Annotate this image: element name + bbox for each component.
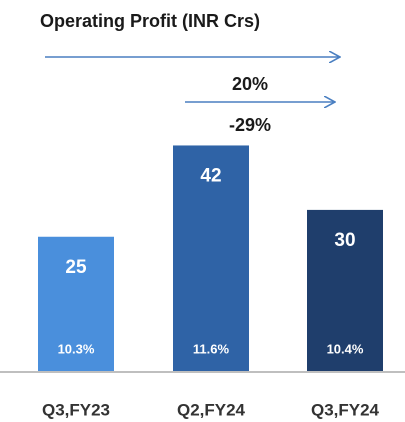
value-label: 30 (334, 230, 355, 251)
bar (307, 209, 383, 371)
x-tick-label: Q3,FY23 (42, 400, 110, 419)
value-label: 25 (65, 257, 87, 278)
x-tick-label: Q2,FY24 (177, 400, 246, 419)
value-label: 42 (200, 165, 221, 186)
chart-title: Operating Profit (INR Crs) (40, 11, 260, 31)
margin-label: 10.4% (327, 341, 364, 356)
margin-label: 11.6% (193, 341, 230, 356)
margin-label: 10.3% (58, 341, 95, 356)
bar (38, 236, 114, 371)
annotation: 20% (232, 74, 268, 94)
annotation: -29% (229, 115, 271, 135)
x-tick-label: Q3,FY24 (311, 400, 380, 419)
bar (173, 145, 249, 371)
